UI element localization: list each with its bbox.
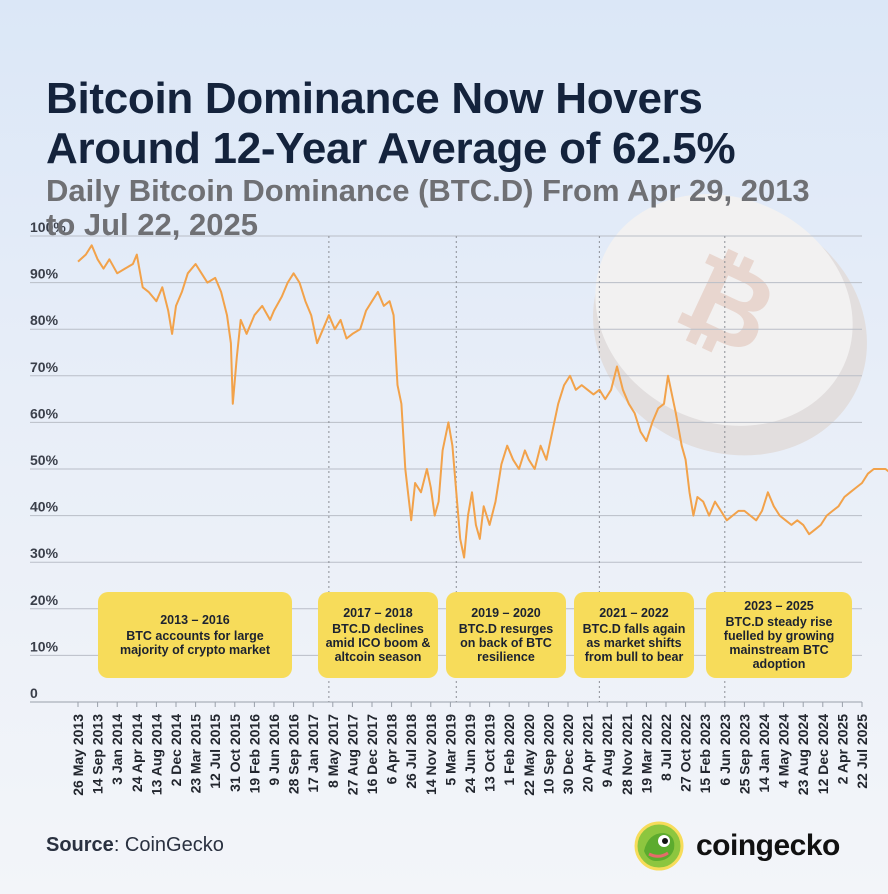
page-subtitle: Daily Bitcoin Dominance (BTC.D) From Apr… — [46, 173, 810, 242]
x-tick-label: 5 Mar 2019 — [442, 714, 458, 786]
annotation-title: 2019 – 2020 — [471, 606, 541, 620]
source-label: Source — [46, 834, 114, 856]
y-tick-label: 30% — [30, 545, 59, 561]
annotation-text: BTC accounts for large majority of crypt… — [119, 629, 271, 657]
x-tick-label: 23 Aug 2024 — [795, 714, 811, 795]
y-axis-ticks: 0 10% 20% 30% 40% 50% 60% 70% 80% 90% 100% — [30, 219, 66, 701]
x-tick-label: 19 Feb 2016 — [246, 714, 262, 794]
x-tick-label: 12 Jul 2015 — [207, 714, 223, 789]
x-tick-label: 26 May 2013 — [70, 714, 86, 796]
x-tick-label: 4 May 2024 — [776, 714, 792, 788]
x-tick-label: 6 Jun 2023 — [717, 714, 733, 786]
annotation-box: 2013 – 2016 BTC accounts for large majori… — [98, 592, 292, 678]
x-tick-label: 10 Sep 2020 — [540, 714, 556, 794]
source-note: Source: CoinGecko — [46, 834, 224, 857]
x-tick-label: 19 Mar 2022 — [638, 714, 654, 794]
btc-dominance-line — [77, 244, 888, 559]
x-tick-label: 9 Aug 2021 — [599, 714, 615, 788]
x-tick-label: 25 Sep 2023 — [736, 714, 752, 794]
annotation-text: BTC.D resurges on back of BTC resilience — [458, 622, 554, 664]
annotation-box: 2019 – 2020 BTC.D resurges on back of BTC… — [446, 592, 566, 678]
x-tick-label: 24 Apr 2014 — [129, 714, 145, 792]
x-tick-label: 27 Oct 2022 — [678, 714, 694, 792]
x-axis-ticks: 26 May 2013 14 Sep 2013 3 Jan 2014 24 Apr 2… — [70, 702, 870, 796]
x-tick-label: 17 Jan 2017 — [305, 714, 321, 793]
x-tick-label: 13 Aug 2014 — [148, 714, 164, 795]
y-tick-label: 20% — [30, 592, 59, 608]
annotation-title: 2017 – 2018 — [343, 606, 413, 620]
x-tick-label: 2 Apr 2025 — [834, 714, 850, 785]
x-tick-label: 16 Dec 2017 — [364, 714, 380, 794]
source-value: : CoinGecko — [113, 834, 224, 856]
x-tick-label: 2 Dec 2014 — [168, 714, 184, 787]
x-tick-label: 8 Jul 2022 — [658, 714, 674, 781]
annotation-title: 2023 – 2025 — [744, 599, 814, 613]
x-tick-label: 24 Jun 2019 — [462, 714, 478, 794]
annotation-box: 2023 – 2025 BTC.D steady rise fuelled by … — [706, 592, 852, 678]
y-tick-label: 80% — [30, 312, 59, 328]
x-tick-label: 12 Dec 2024 — [815, 714, 831, 794]
annotation-box: 2017 – 2018 BTC.D declines amid ICO boom … — [318, 592, 438, 678]
x-tick-label: 14 Sep 2013 — [90, 714, 106, 794]
y-tick-label: 0 — [30, 685, 38, 701]
y-tick-label: 60% — [30, 405, 59, 421]
x-tick-label: 14 Nov 2018 — [423, 714, 439, 795]
annotation-text: BTC.D falls again as market shifts from … — [582, 622, 686, 664]
x-tick-label: 6 Apr 2018 — [384, 714, 400, 785]
annotation-title: 2013 – 2016 — [160, 613, 230, 627]
page-title: Bitcoin Dominance Now Hovers Around 12-Y… — [46, 74, 736, 173]
x-tick-label: 14 Jan 2024 — [756, 714, 772, 793]
coin-illustration: ₿ — [593, 194, 867, 456]
x-tick-label: 28 Nov 2021 — [619, 714, 635, 795]
y-tick-label: 10% — [30, 638, 59, 654]
annotation-title: 2021 – 2022 — [599, 606, 669, 620]
x-tick-label: 22 Jul 2025 — [854, 714, 870, 789]
annotation-box: 2021 – 2022 BTC.D falls again as market s… — [574, 592, 694, 678]
x-tick-label: 3 Jan 2014 — [109, 714, 125, 785]
y-tick-label: 90% — [30, 266, 59, 282]
y-tick-label: 70% — [30, 359, 59, 375]
x-tick-label: 27 Aug 2017 — [344, 714, 360, 795]
annotation-text: BTC.D declines amid ICO boom & altcoin s… — [325, 622, 431, 664]
annotation-text: BTC.D steady rise fuelled by growing mai… — [723, 615, 835, 671]
x-tick-label: 30 Dec 2020 — [560, 714, 576, 794]
y-tick-label: 100% — [30, 219, 66, 235]
x-tick-label: 8 May 2017 — [325, 714, 341, 788]
y-tick-label: 50% — [30, 452, 59, 468]
brand-name: coingecko — [696, 829, 840, 862]
x-tick-label: 28 Sep 2016 — [286, 714, 302, 794]
x-tick-label: 13 Oct 2019 — [482, 714, 498, 792]
x-tick-label: 26 Jul 2018 — [403, 714, 419, 789]
x-tick-label: 1 Feb 2020 — [501, 714, 517, 786]
x-tick-label: 22 May 2020 — [521, 714, 537, 796]
x-tick-label: 15 Feb 2023 — [697, 714, 713, 794]
x-tick-label: 20 Apr 2021 — [580, 714, 596, 792]
brand-logo: coingecko — [634, 821, 840, 871]
x-tick-label: 23 Mar 2015 — [188, 714, 204, 794]
x-tick-label: 9 Jun 2016 — [266, 714, 282, 786]
y-tick-label: 40% — [30, 499, 59, 515]
x-tick-label: 31 Oct 2015 — [227, 714, 243, 792]
gecko-icon — [634, 821, 684, 871]
